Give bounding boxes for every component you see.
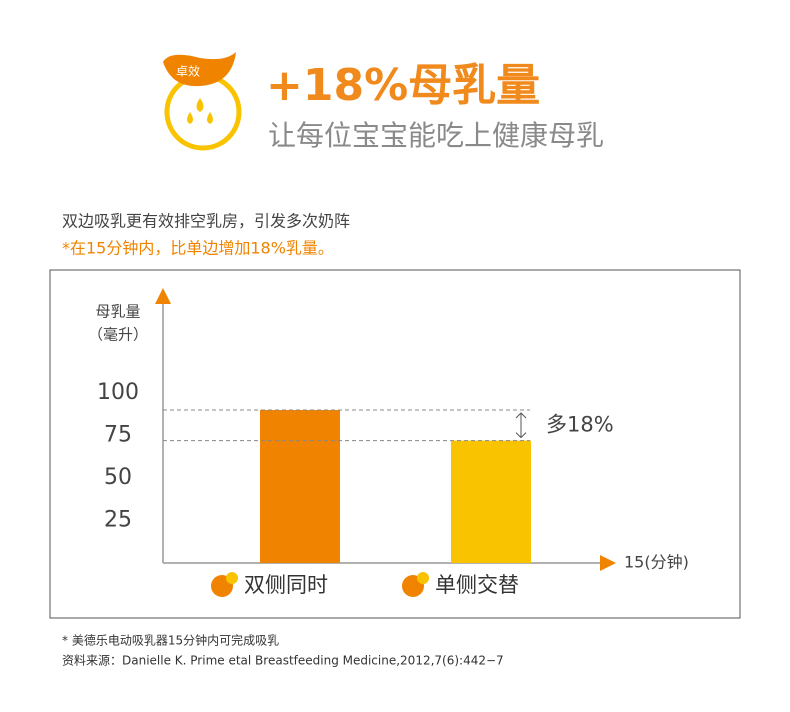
source: 资料来源：Danielle K. Prime etal Breastfeedin… [62,654,504,668]
y-axis-label: 母乳量 [95,303,140,321]
intro-line: 双边吸乳更有效排空乳房，引发多次奶阵 [62,212,350,231]
y-tick-label: 100 [97,380,139,405]
y-tick-label: 25 [104,508,132,533]
y-axis-arrow [155,288,171,304]
bar [451,440,531,563]
intro-highlight: *在15分钟内，比单边增加18%乳量。 [62,239,334,258]
x-axis-label: 15(分钟) [624,553,689,572]
category-icon [417,572,429,584]
y-tick-label: 50 [104,465,132,490]
x-axis-arrow [600,555,616,571]
annotation-arrow-heads [515,412,527,439]
badge-circle [164,73,242,151]
category-icon [226,572,238,584]
annotation: 多18% [546,412,614,436]
bar [260,410,340,563]
badge-drops [187,98,213,124]
x-tick-label: 单侧交替 [435,573,519,597]
badge-leaf [163,52,236,87]
subtitle: 让每位宝宝能吃上健康母乳 [268,119,604,152]
badge-text: 卓效 [176,64,200,79]
y-axis-label: （毫升） [88,326,148,344]
chart-frame [49,269,741,619]
title: +18%母乳量 [266,60,540,111]
chart: 15(分钟) 母乳量 （毫升） 25 50 75 100 双侧同时 单侧交替 多18% [88,288,689,597]
y-tick-label: 75 [104,423,132,448]
footnote: * 美德乐电动吸乳器15分钟内可完成吸乳 [62,633,279,648]
x-tick-label: 双侧同时 [244,573,328,597]
